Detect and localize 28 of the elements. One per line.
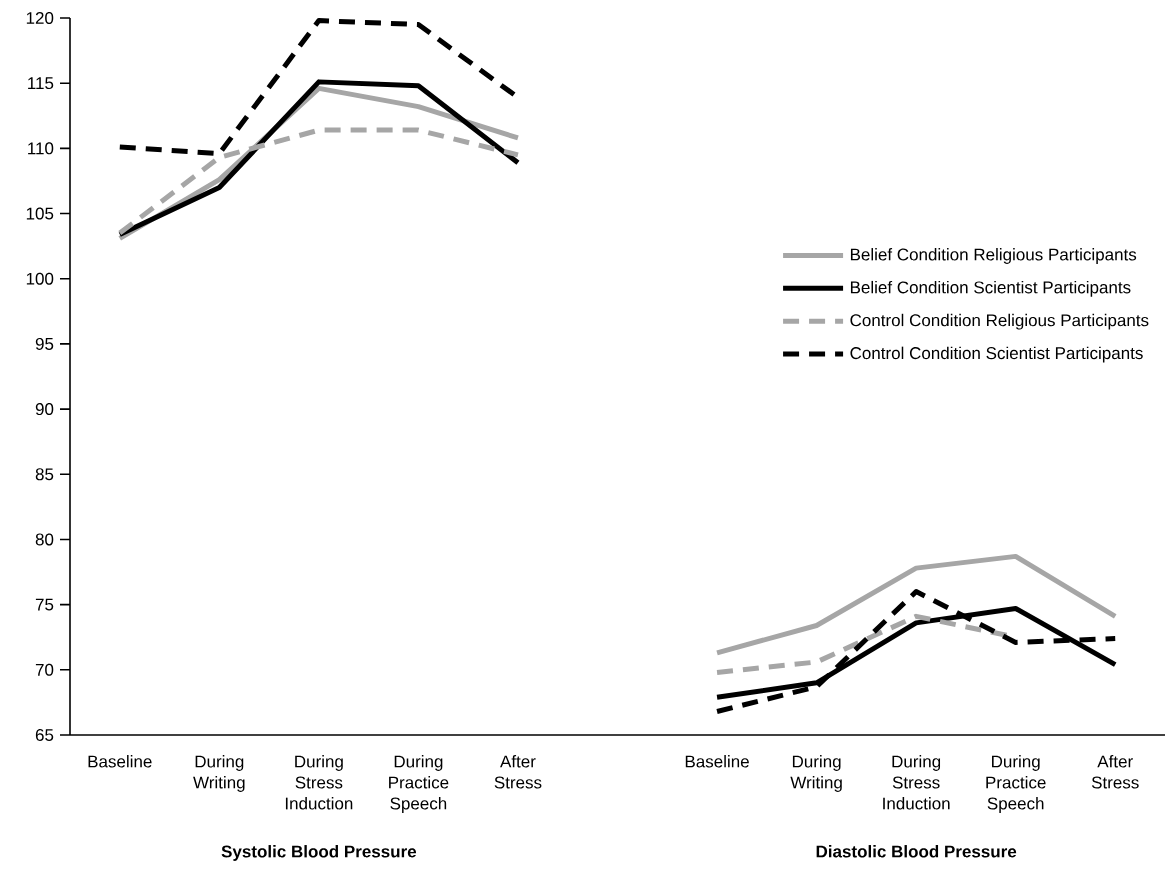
y-tick-label: 110	[28, 142, 54, 155]
y-tick-label: 90	[35, 403, 54, 416]
x-tick-label: During Stress Induction	[883, 755, 950, 810]
legend-label: Control Condition Religious Participants	[850, 313, 1149, 330]
y-tick-label: 80	[35, 533, 54, 546]
y-tick-label: 100	[26, 272, 54, 285]
x-tick-label: Baseline	[685, 755, 749, 768]
y-tick-label: 85	[35, 468, 54, 481]
y-tick-label: 70	[35, 663, 54, 676]
x-tick-label: During Writing	[790, 755, 842, 792]
text: Systolic Blood Pressure	[221, 845, 417, 861]
x-tick-label: During Practice Speech	[986, 755, 1046, 813]
y-tick-label: 65	[35, 728, 54, 741]
x-tick-label: After Stress	[494, 755, 542, 789]
y-tick-label: 120	[26, 12, 54, 25]
legend-label: Belief Condition Religious Participants	[850, 248, 1137, 264]
y-tick-label: 105	[26, 207, 54, 220]
y-tick-label: 75	[35, 598, 54, 611]
y-tick-label: 115	[28, 77, 54, 90]
legend-label: Belief Condition Scientist Participants	[850, 280, 1131, 297]
legend-label: Control Condition Scientist Participants	[850, 346, 1143, 363]
x-tick-label: During Practice Speech	[389, 755, 449, 813]
text: Diastolic Blood Pressure	[816, 845, 1017, 858]
x-tick-label: During Writing	[193, 755, 245, 792]
x-tick-label: Baseline	[88, 755, 152, 768]
x-tick-label: During Stress Induction	[285, 755, 353, 810]
y-tick-label: 95	[35, 337, 54, 350]
x-tick-label: After Stress	[1091, 755, 1139, 789]
